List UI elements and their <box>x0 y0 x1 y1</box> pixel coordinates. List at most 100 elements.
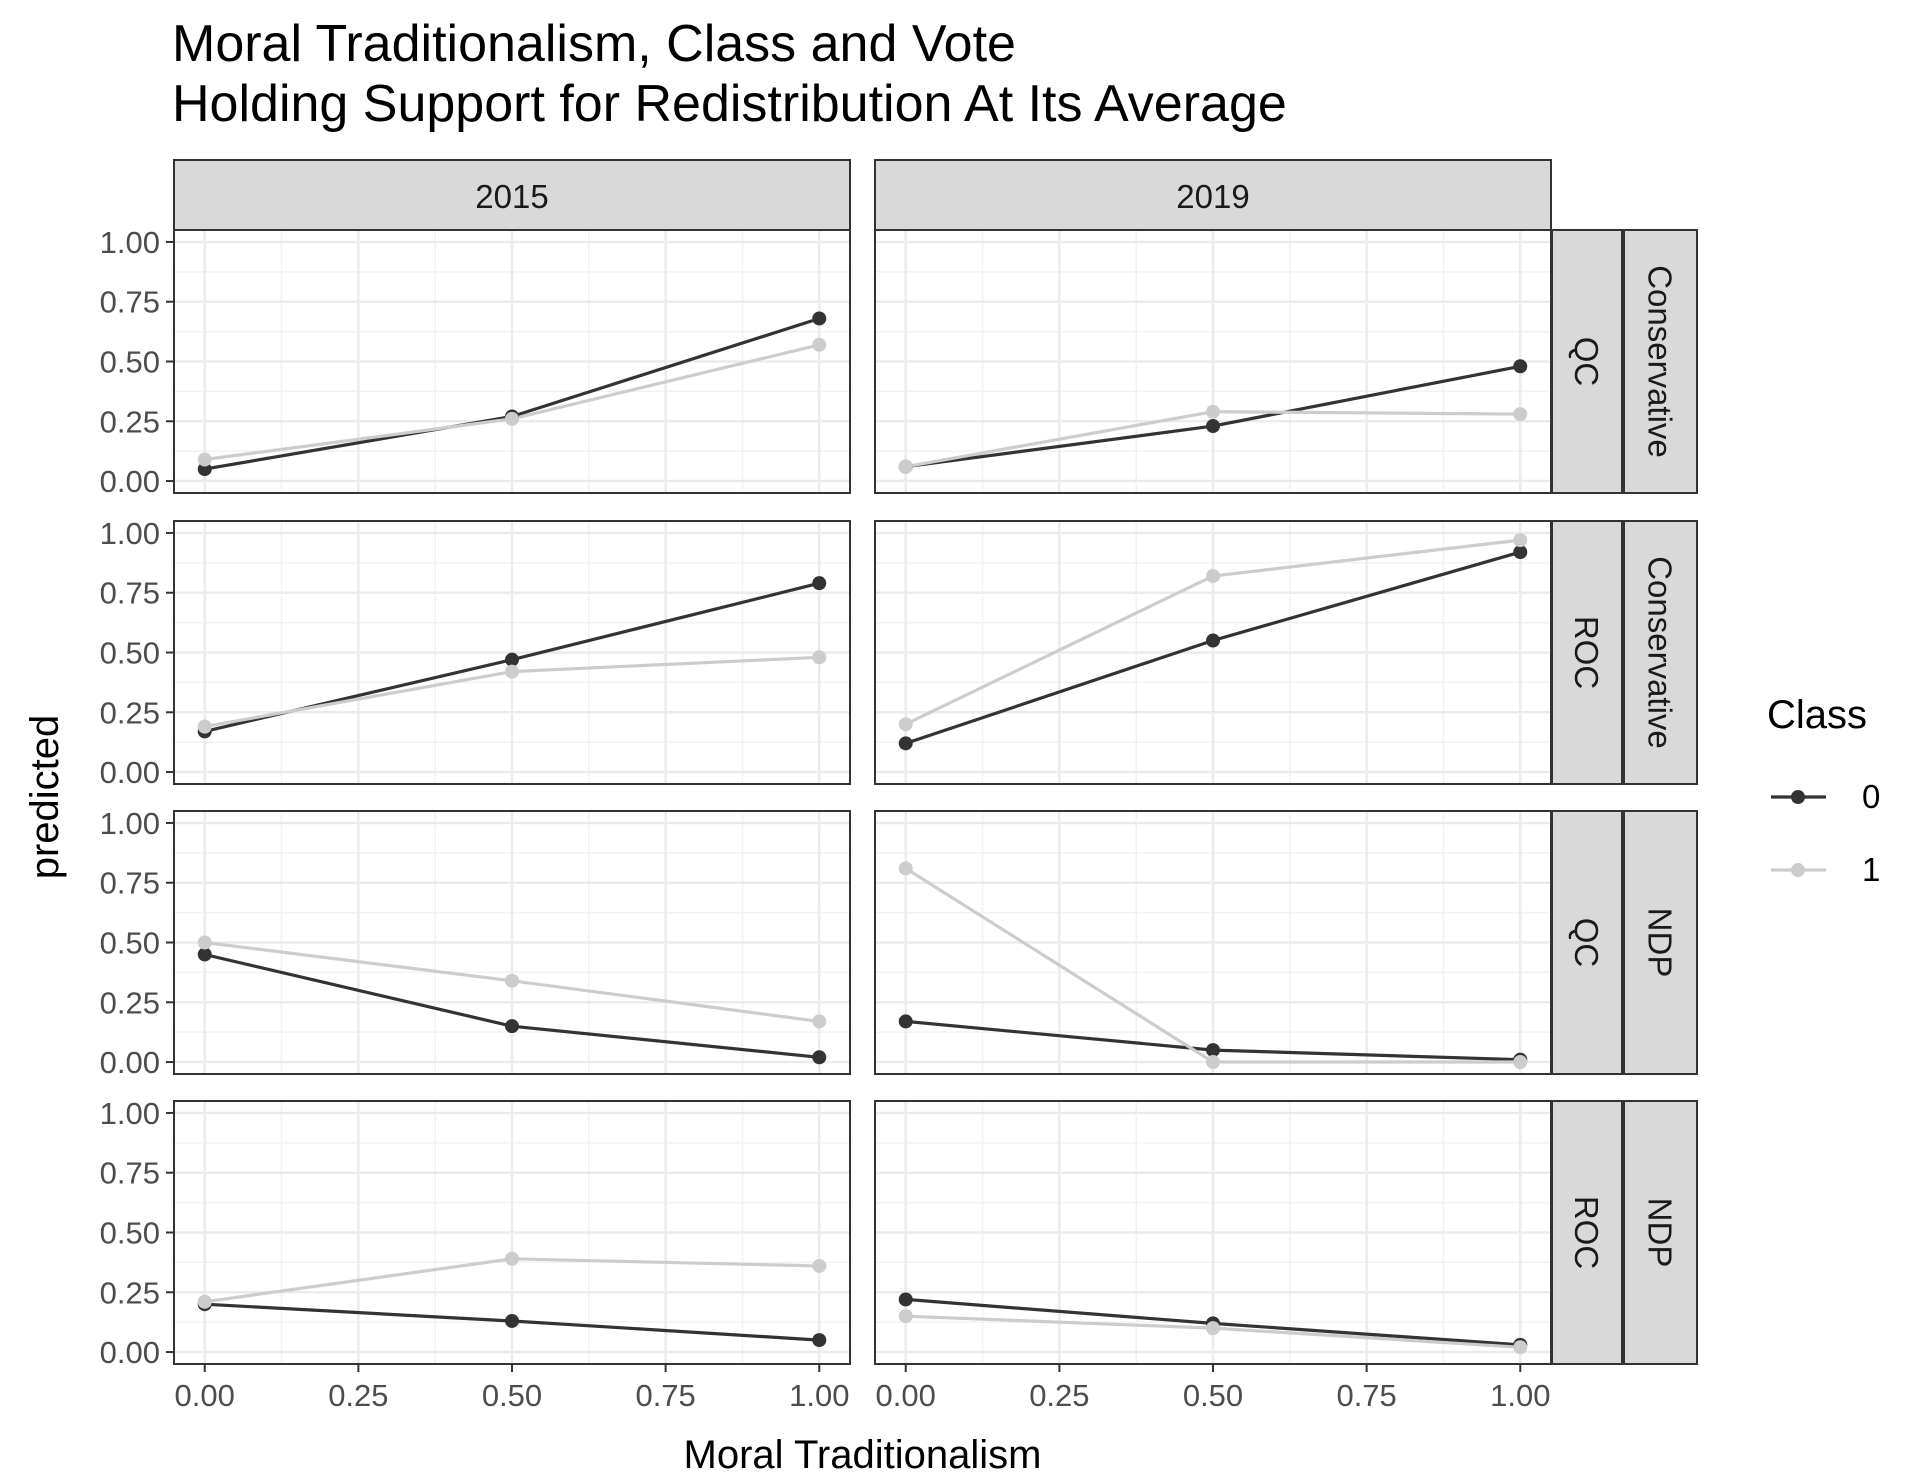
data-point-class-1 <box>898 1309 913 1324</box>
y-tick-label: 0.25 <box>100 404 160 439</box>
data-point-class-1 <box>197 719 212 734</box>
data-point-class-0 <box>1513 359 1528 374</box>
data-point-class-1 <box>1513 407 1528 422</box>
data-point-class-1 <box>505 664 519 679</box>
facet-strip-party <box>1623 810 1698 1075</box>
legend-title: Class <box>1767 693 1867 737</box>
facet-strip-party-label: NDP <box>1642 1198 1679 1268</box>
legend-label-class-1: 1 <box>1862 851 1880 888</box>
data-point-class-1 <box>898 861 913 876</box>
y-tick-label: 0.00 <box>100 464 160 499</box>
data-point-class-0 <box>812 576 827 591</box>
x-tick-label: 0.75 <box>635 1378 695 1413</box>
data-point-class-0 <box>812 311 827 326</box>
data-point-class-1 <box>505 1251 519 1266</box>
data-point-class-0 <box>505 1313 519 1328</box>
data-point-class-0 <box>1513 545 1528 560</box>
data-point-class-0 <box>197 947 212 962</box>
facet-strip-col-2019 <box>874 159 1552 231</box>
y-tick-label: 0.50 <box>100 1216 160 1251</box>
facet-strip-region-label: QC <box>1568 918 1605 968</box>
data-point-class-0 <box>1206 633 1220 648</box>
y-tick-label: 0.75 <box>100 576 160 611</box>
data-point-class-1 <box>505 973 519 988</box>
x-axis-title: Moral Traditionalism <box>684 1433 1042 1477</box>
panel-border <box>874 229 1552 494</box>
data-point-class-1 <box>1513 533 1528 548</box>
y-tick-label: 0.75 <box>100 285 160 320</box>
y-tick-label: 0.00 <box>100 1335 160 1370</box>
legend-label-class-0: 0 <box>1862 778 1880 815</box>
data-point-class-1 <box>1206 1055 1220 1070</box>
data-point-class-1 <box>812 1258 827 1273</box>
facet-strip-party-label: Conservative <box>1642 265 1679 458</box>
y-tick-label: 1.00 <box>100 225 160 260</box>
facet-strip-party-label: Conservative <box>1642 556 1679 749</box>
legend-key-point-class-1 <box>1791 863 1805 877</box>
x-tick-label: 1.00 <box>1490 1378 1550 1413</box>
data-point-class-1 <box>812 337 827 352</box>
data-point-class-1 <box>898 717 913 732</box>
y-tick-label: 0.50 <box>100 926 160 961</box>
y-tick-label: 0.75 <box>100 1156 160 1191</box>
data-point-class-1 <box>197 935 212 950</box>
data-point-class-1 <box>1513 1055 1528 1070</box>
y-tick-label: 1.00 <box>100 516 160 551</box>
y-tick-label: 0.25 <box>100 1275 160 1310</box>
data-point-class-1 <box>1206 1321 1220 1336</box>
panel-border <box>874 810 1552 1075</box>
facet-strip-region <box>1551 229 1623 494</box>
data-point-class-0 <box>898 736 913 751</box>
y-tick-label: 0.75 <box>100 866 160 901</box>
x-tick-label: 0.75 <box>1336 1378 1396 1413</box>
x-tick-label: 0.00 <box>876 1378 936 1413</box>
x-tick-label: 0.25 <box>328 1378 388 1413</box>
data-point-class-1 <box>812 650 827 665</box>
facet-strip-region-label: QC <box>1568 337 1605 387</box>
facet-strip-party <box>1623 520 1698 785</box>
y-tick-label: 0.00 <box>100 755 160 790</box>
facet-strip-col-label: 2015 <box>475 178 548 215</box>
y-tick-label: 1.00 <box>100 806 160 841</box>
facet-strip-region-label: ROC <box>1568 616 1605 689</box>
data-point-class-1 <box>1513 1340 1528 1355</box>
chart-title-line-1: Moral Traditionalism, Class and Vote <box>172 15 1016 73</box>
facet-strip-region <box>1551 810 1623 1075</box>
y-tick-label: 1.00 <box>100 1096 160 1131</box>
data-point-class-1 <box>898 459 913 474</box>
facet-strip-party <box>1623 1100 1698 1365</box>
data-point-class-0 <box>1206 419 1220 434</box>
data-point-class-1 <box>197 452 212 467</box>
data-point-class-0 <box>898 1014 913 1029</box>
data-point-class-1 <box>1206 404 1220 419</box>
data-point-class-1 <box>812 1014 827 1029</box>
data-point-class-1 <box>197 1294 212 1309</box>
y-tick-label: 0.25 <box>100 985 160 1020</box>
y-axis-title: predicted <box>23 715 67 880</box>
data-point-class-0 <box>812 1333 827 1348</box>
y-tick-label: 0.00 <box>100 1045 160 1080</box>
panel-border <box>874 520 1552 785</box>
x-tick-label: 0.50 <box>1183 1378 1243 1413</box>
chart-title-line-2: Holding Support for Redistribution At It… <box>172 75 1287 133</box>
facet-strip-region <box>1551 1100 1623 1365</box>
x-tick-label: 0.25 <box>1029 1378 1089 1413</box>
facet-strip-region-label: ROC <box>1568 1196 1605 1269</box>
x-tick-label: 0.50 <box>482 1378 542 1413</box>
data-point-class-0 <box>505 652 519 667</box>
facet-strip-party <box>1623 229 1698 494</box>
data-point-class-0 <box>812 1050 827 1065</box>
facet-strip-col-label: 2019 <box>1176 178 1249 215</box>
facet-strip-region <box>1551 520 1623 785</box>
y-tick-label: 0.50 <box>100 345 160 380</box>
data-point-class-1 <box>505 411 519 426</box>
y-tick-label: 0.50 <box>100 636 160 671</box>
x-tick-label: 1.00 <box>789 1378 849 1413</box>
y-tick-label: 0.25 <box>100 695 160 730</box>
data-point-class-0 <box>1206 1043 1220 1058</box>
data-point-class-0 <box>898 1292 913 1307</box>
facet-strip-party-label: NDP <box>1642 908 1679 978</box>
data-point-class-1 <box>1206 568 1220 583</box>
